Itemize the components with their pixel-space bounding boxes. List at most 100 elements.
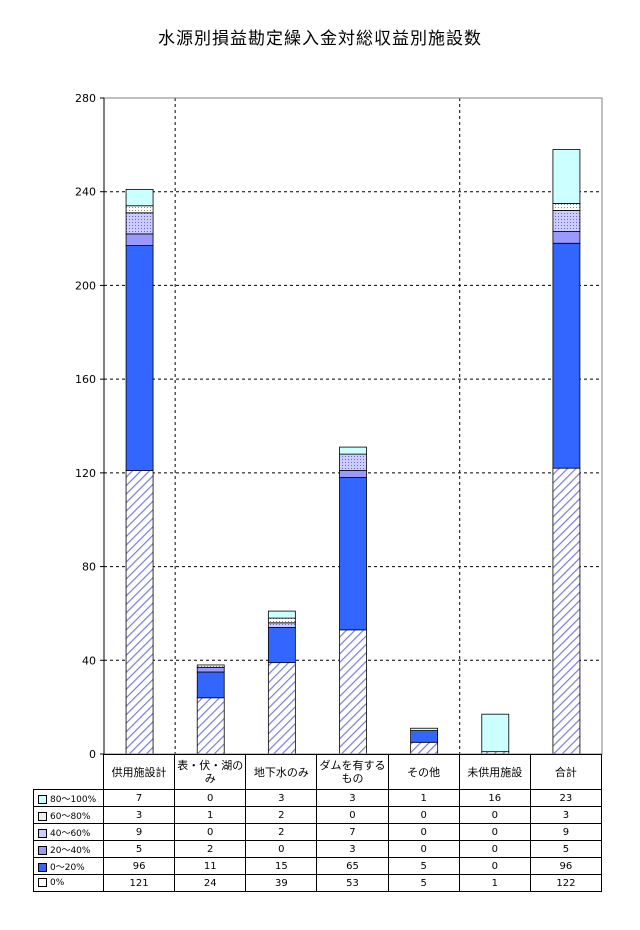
data-value: 0	[245, 840, 318, 858]
data-value: 121	[102, 874, 176, 892]
category-label: 供用施設計	[102, 754, 176, 790]
y-tick-label: 0	[89, 748, 96, 760]
bar-segment	[125, 212, 154, 235]
data-value: 24	[174, 874, 247, 892]
legend-entry: 80～100%	[33, 789, 104, 807]
data-value: 0	[316, 806, 389, 824]
category-label: 合計	[529, 754, 602, 790]
data-value: 9	[529, 823, 602, 841]
y-tick-label: 40	[82, 654, 96, 667]
bar-segment	[339, 453, 367, 471]
data-value: 3	[245, 789, 318, 807]
legend-swatch	[38, 878, 47, 887]
bar-segment	[552, 467, 581, 755]
bar-segment	[481, 713, 510, 753]
bar-segment	[196, 671, 225, 699]
bar-segment	[410, 730, 439, 743]
data-value: 5	[387, 857, 460, 875]
table-row: 0～20% 96 11 15 65 5 0 96	[33, 857, 602, 875]
y-tick-label: 160	[75, 373, 96, 386]
bar-segment	[552, 231, 581, 244]
legend-swatch	[38, 828, 47, 838]
data-value: 5	[102, 840, 176, 858]
data-value: 53	[316, 874, 389, 892]
bar-segment	[339, 446, 367, 455]
data-value: 2	[174, 840, 247, 858]
data-value: 9	[102, 823, 176, 841]
data-value: 0	[458, 857, 531, 875]
bar-segment	[125, 470, 154, 755]
y-tick-label: 240	[75, 186, 96, 199]
data-value: 7	[102, 789, 176, 807]
category-label: 表・伏・湖のみ	[174, 754, 247, 790]
category-label: 地下水のみ	[245, 754, 318, 790]
data-value: 2	[245, 806, 318, 824]
data-value: 11	[174, 857, 247, 875]
bar-segment	[196, 664, 225, 668]
data-value: 0	[174, 789, 247, 807]
legend-swatch	[38, 811, 47, 821]
y-tick-label: 80	[82, 561, 96, 574]
data-value: 23	[529, 789, 602, 807]
series-name: 0%	[50, 878, 65, 888]
bar-segment	[267, 617, 296, 624]
data-value: 3	[316, 789, 389, 807]
legend-entry: 40～60%	[33, 823, 104, 841]
y-tick-label: 200	[75, 279, 96, 292]
data-value: 0	[458, 823, 531, 841]
data-value: 0	[387, 806, 460, 824]
bar-segment	[196, 697, 225, 755]
legend-entry: 0～20%	[33, 857, 104, 875]
data-value: 39	[245, 874, 318, 892]
bar-segment	[196, 666, 225, 673]
bar-segment	[125, 188, 154, 207]
bar-segment	[339, 477, 367, 631]
series-name: 40～60%	[50, 828, 91, 839]
series-name: 0～20%	[50, 862, 85, 873]
bar-segment	[267, 622, 296, 628]
table-row: 60～80% 3 1 2 0 0 0 3	[33, 806, 602, 824]
bar-segment	[552, 149, 581, 204]
category-label: ダムを有するもの	[316, 754, 389, 790]
data-value: 1	[458, 874, 531, 892]
bar-segment	[125, 205, 154, 214]
data-value: 3	[102, 806, 176, 824]
bar-segment	[410, 727, 439, 731]
y-tick-label: 280	[75, 92, 96, 105]
data-value: 0	[458, 806, 531, 824]
legend-swatch	[38, 845, 47, 855]
data-value: 15	[245, 857, 318, 875]
data-value: 3	[316, 840, 389, 858]
bar-segment	[552, 210, 581, 232]
data-value: 96	[102, 857, 176, 875]
legend-swatch	[38, 794, 47, 804]
data-value: 2	[245, 823, 318, 841]
bar-segment	[339, 629, 367, 755]
bar-segment	[125, 233, 154, 246]
bar-segment	[267, 627, 296, 664]
data-value: 0	[387, 823, 460, 841]
data-value: 0	[458, 840, 531, 858]
bar-segment	[552, 242, 581, 469]
table-row: 20～40% 5 2 0 3 0 0 5	[33, 840, 602, 858]
category-label: その他	[387, 754, 460, 790]
bar-segment	[410, 741, 439, 755]
bar-segment	[267, 662, 296, 755]
data-value: 16	[458, 789, 531, 807]
data-value: 3	[529, 806, 602, 824]
bar-segment	[552, 203, 581, 211]
series-name: 60～80%	[50, 811, 91, 822]
y-tick-label: 120	[75, 467, 96, 480]
data-value: 122	[529, 874, 602, 892]
table-row: 80～100% 7 0 3 3 1 16 23	[33, 789, 602, 807]
data-value: 5	[529, 840, 602, 858]
data-value: 5	[387, 874, 460, 892]
legend-entry: 20～40%	[33, 840, 104, 858]
legend-swatch	[38, 862, 47, 872]
series-name: 80～100%	[50, 794, 97, 805]
bar-segment	[339, 470, 367, 478]
data-value: 96	[529, 857, 602, 875]
series-name: 20～40%	[50, 845, 91, 856]
bar-segment	[125, 245, 154, 471]
data-value: 1	[387, 789, 460, 807]
